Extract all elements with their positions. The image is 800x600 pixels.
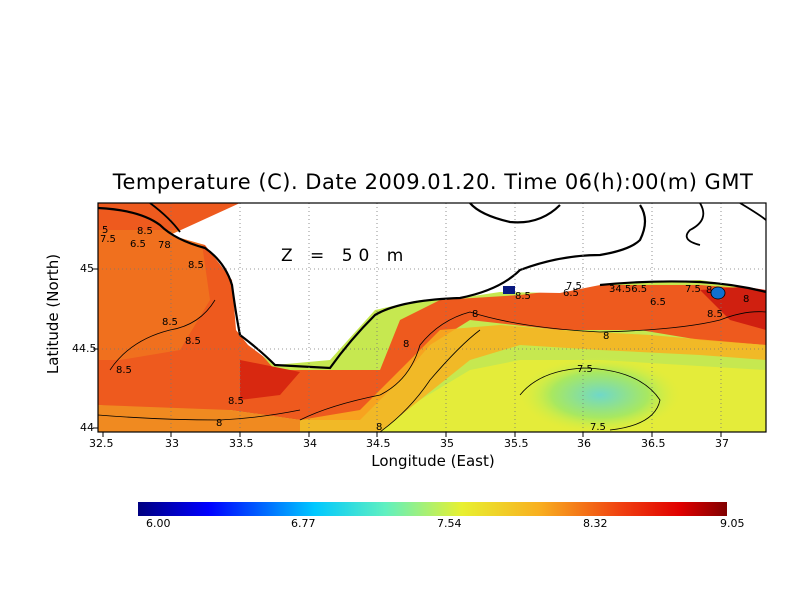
- tick-marks: [93, 268, 722, 437]
- x-tick-label: 32.5: [89, 437, 114, 450]
- contour-label: 6.5: [563, 288, 579, 299]
- x-tick-label: 33.5: [229, 437, 254, 450]
- contour-label: 78: [158, 240, 171, 251]
- x-tick-label: 36: [577, 437, 591, 450]
- colorbar-label: 7.54: [437, 517, 462, 530]
- map-title: Temperature (C). Date 2009.01.20. Time 0…: [112, 170, 754, 194]
- contour-label: 6.5: [650, 297, 666, 308]
- contour-label: 7.5: [590, 422, 606, 433]
- x-tick-label: 36.5: [641, 437, 666, 450]
- plot-frame: [97, 202, 767, 433]
- colorbar-label: 8.32: [583, 517, 608, 530]
- colorbar-label: 6.00: [146, 517, 171, 530]
- x-tick-label: 37: [715, 437, 729, 450]
- colorbar: [138, 502, 727, 516]
- contour-label: 8: [403, 339, 409, 350]
- colorbar-label: 6.77: [291, 517, 316, 530]
- colorbar-label: 9.05: [720, 517, 745, 530]
- y-tick-label: 44.5: [72, 342, 97, 355]
- contour-label: 6.5: [130, 239, 146, 250]
- shelf-water: [98, 230, 210, 360]
- contour-label: 8.5: [188, 260, 204, 271]
- land: [98, 203, 766, 365]
- contour-label: 8: [706, 285, 712, 296]
- contour-label: 8: [216, 418, 222, 429]
- contour-label: 7.5: [685, 284, 701, 295]
- y-axis-label: Latitude (North): [44, 253, 62, 375]
- contour-label: 34.56.5: [609, 284, 647, 295]
- coastline: [98, 203, 766, 370]
- contour-labels: 8.5 8.5 8.5 8.5 8.5 8.5 8.5 8.5 8 8 8 8 …: [100, 225, 749, 433]
- contour-label: 8.5: [116, 365, 132, 376]
- y-tick-label: 45: [80, 262, 94, 275]
- contour-label: 7.5: [100, 234, 116, 245]
- coastline-minor: [149, 203, 766, 246]
- depth-label: Z = 50 m: [281, 246, 410, 266]
- contour-label: 8: [376, 422, 382, 433]
- cool-pool: [520, 357, 680, 432]
- hot-spot: [240, 360, 300, 400]
- transition-band: [300, 325, 766, 432]
- x-tick-label: 35.5: [504, 437, 529, 450]
- contour-label: 8.5: [707, 309, 723, 320]
- x-tick-label: 33: [165, 437, 179, 450]
- contour-label: 8.5: [185, 336, 201, 347]
- x-tick-label: 35: [440, 437, 454, 450]
- grid: [98, 203, 766, 432]
- contour-label: 5: [102, 225, 108, 236]
- contour-label: 7.5: [566, 281, 582, 292]
- contour-label: 8: [603, 331, 609, 342]
- contour-label: 7.5: [577, 364, 593, 375]
- contours: [98, 299, 766, 432]
- contour-label: 8.5: [162, 317, 178, 328]
- contour-label: 8: [472, 309, 478, 320]
- x-tick-label: 34.5: [366, 437, 391, 450]
- cold-anomaly: [503, 286, 515, 294]
- south-strip: [98, 405, 300, 432]
- contour-label: 8.5: [137, 226, 153, 237]
- contour-label: 8.5: [228, 396, 244, 407]
- y-tick-label: 44: [80, 421, 94, 434]
- contour-label: 8.5: [515, 291, 531, 302]
- cold-anomaly: [710, 286, 726, 300]
- x-tick-label: 34: [303, 437, 317, 450]
- contour-label: 8: [743, 294, 749, 305]
- x-axis-label: Longitude (East): [371, 452, 495, 470]
